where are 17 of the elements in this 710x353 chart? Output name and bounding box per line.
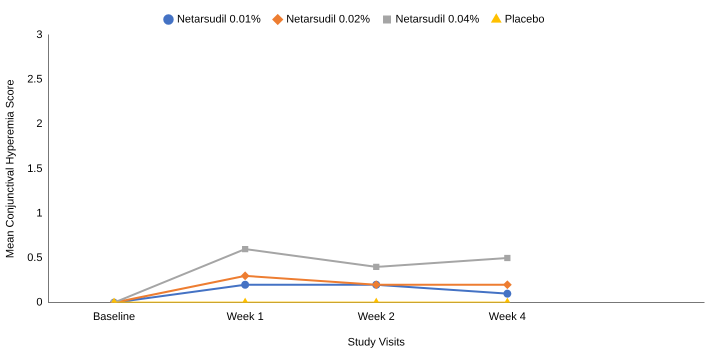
y-tick-label: 2 [36, 118, 42, 130]
x-tick-label: Week 2 [358, 311, 395, 324]
y-tick-label: 2.5 [27, 74, 42, 86]
legend-label: Placebo [504, 14, 545, 26]
y-axis-title: Mean Conjunctival Hyperemia Score [4, 80, 17, 258]
y-tick-label: 0.5 [27, 252, 42, 264]
legend-label: Netarsudil 0.01% [176, 14, 261, 26]
x-axis-title: Study Visits [348, 336, 406, 348]
legend-label: Netarsudil 0.04% [396, 14, 480, 26]
x-tick-label: Week 1 [226, 311, 264, 324]
y-tick-label: 0 [36, 296, 42, 309]
y-tick-label: 1 [36, 207, 42, 220]
x-tick-label: Baseline [92, 311, 136, 324]
x-tick-label: Week 4 [488, 311, 526, 324]
y-tick-label: 3 [36, 29, 42, 42]
y-tick-label: 1.5 [27, 162, 42, 175]
legend-label: Netarsudil 0.02% [286, 14, 370, 26]
